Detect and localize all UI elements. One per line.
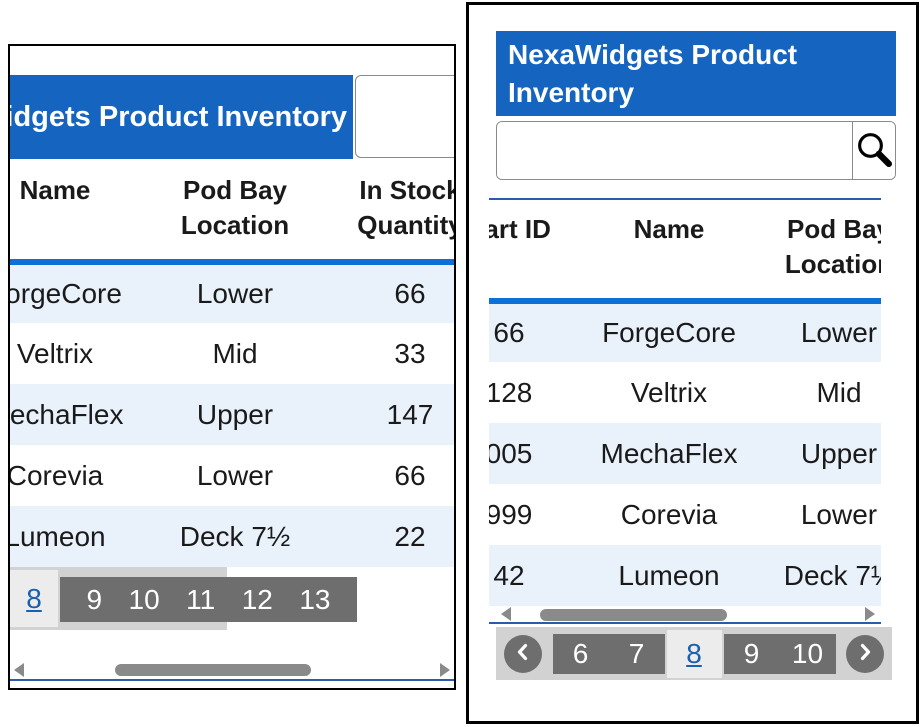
scrollbar-thumb[interactable] bbox=[115, 664, 311, 676]
pagination-page-group: 9 10 bbox=[723, 633, 836, 674]
widget-title-text: NexaWidgets Product Inventory bbox=[508, 39, 798, 108]
widget-title-text: NexaWidgets Product Inventory bbox=[10, 100, 347, 133]
pagination: 6 7 8 9 10 bbox=[496, 627, 892, 680]
search-bar bbox=[496, 121, 896, 180]
cell-name: Veltrix bbox=[16, 337, 94, 369]
cell-pod-bay: Mid bbox=[816, 376, 862, 408]
cell-name: Corevia bbox=[620, 498, 718, 530]
pagination-page[interactable]: 7 bbox=[628, 637, 645, 669]
cell-pod-bay: Upper bbox=[145, 384, 325, 445]
search-button[interactable] bbox=[852, 122, 895, 179]
column-header-part-id: Part ID bbox=[489, 200, 594, 304]
cell-pod-bay: Upper bbox=[744, 423, 881, 484]
cell-part-id: 999 bbox=[489, 498, 533, 530]
header-row: Part ID Name Pod Bay Location In Stock Q… bbox=[489, 200, 881, 304]
scrollbar-thumb[interactable] bbox=[540, 609, 727, 621]
cell-part-id: 005 bbox=[489, 423, 594, 484]
cell-pod-bay: Deck 7½ bbox=[744, 545, 881, 606]
pagination-page[interactable]: 10 bbox=[128, 583, 160, 615]
inventory-table: Part ID Name Pod Bay Location In Stock Q… bbox=[8, 161, 454, 567]
cell-name: ForgeCore bbox=[10, 262, 145, 323]
column-header-qty: In Stock Quantity bbox=[325, 161, 454, 265]
pagination-next-button[interactable] bbox=[846, 634, 884, 673]
search-input[interactable] bbox=[497, 122, 852, 179]
cell-qty: 22 bbox=[325, 506, 454, 567]
column-header-name: Name bbox=[10, 161, 145, 265]
cell-qty: 66 bbox=[394, 459, 426, 491]
pagination-pages: 6 7 8 9 10 bbox=[552, 629, 836, 678]
column-header-pod-bay: Pod Bay Location bbox=[744, 200, 881, 304]
pagination-page[interactable]: 11 bbox=[186, 583, 216, 615]
table-row: 999 Corevia Lower 66 bbox=[489, 484, 881, 545]
cell-qty: 147 bbox=[325, 384, 454, 445]
pagination: 8 9 10 11 12 13 bbox=[10, 567, 454, 631]
cell-name: Corevia bbox=[8, 459, 104, 491]
table-row: 128 Veltrix Mid 33 bbox=[10, 323, 454, 384]
cell-name: Lumeon bbox=[594, 545, 744, 606]
scroll-right-arrow-icon[interactable] bbox=[440, 663, 450, 677]
spacer bbox=[469, 5, 916, 31]
cell-pod-bay: Lower bbox=[744, 301, 881, 362]
cell-pod-bay: Lower bbox=[196, 459, 274, 491]
table-row: 42 Lumeon Deck 7½ 22 bbox=[10, 506, 454, 567]
column-header-pod-bay: Pod Bay Location bbox=[145, 161, 325, 265]
inventory-table: Part ID Name Pod Bay Location In Stock Q… bbox=[489, 200, 881, 606]
cell-name: MechaFlex bbox=[594, 423, 744, 484]
cell-part-id: 42 bbox=[489, 545, 594, 606]
table-row: 66 ForgeCore Lower 66 bbox=[489, 301, 881, 362]
cell-pod-bay: Lower bbox=[800, 498, 878, 530]
table-row: 128 Veltrix Mid 33 bbox=[489, 362, 881, 423]
pagination-page[interactable]: 13 bbox=[299, 583, 331, 615]
header-row: Part ID Name Pod Bay Location In Stock Q… bbox=[10, 161, 454, 265]
cell-part-id: 66 bbox=[489, 301, 594, 362]
pagination-page[interactable]: 10 bbox=[791, 637, 824, 669]
table-row: 005 MechaFlex Upper 147 bbox=[10, 384, 454, 445]
widget-title: NexaWidgets Product Inventory bbox=[496, 31, 896, 116]
pagination-page-current[interactable]: 8 bbox=[10, 570, 58, 627]
horizontal-scrollbar bbox=[10, 661, 454, 679]
table-scroll-area: Part ID Name Pod Bay Location In Stock Q… bbox=[10, 161, 454, 681]
widget-header: NexaWidgets Product Inventory bbox=[10, 75, 454, 159]
scroll-left-arrow-icon[interactable] bbox=[501, 607, 511, 621]
cell-part-id: 128 bbox=[489, 376, 533, 408]
spacer bbox=[10, 46, 454, 75]
pagination-page[interactable]: 9 bbox=[743, 637, 760, 669]
cell-qty: 66 bbox=[325, 262, 454, 323]
search-icon bbox=[853, 128, 895, 173]
pagination-page[interactable]: 12 bbox=[241, 583, 273, 615]
cell-name: Lumeon bbox=[10, 506, 145, 567]
widget-title: NexaWidgets Product Inventory bbox=[10, 75, 353, 159]
chevron-right-icon bbox=[853, 640, 877, 667]
pagination-prev-button[interactable] bbox=[504, 634, 542, 673]
pagination-page[interactable]: 9 bbox=[86, 583, 103, 615]
table-row: 999 Corevia Lower 66 bbox=[8, 445, 454, 506]
cell-qty: 33 bbox=[394, 337, 426, 369]
cell-name: MechaFlex bbox=[10, 384, 145, 445]
table-row: 42 Lumeon Deck 7½ 22 bbox=[489, 545, 881, 606]
table-row: 66 ForgeCore Lower 66 bbox=[10, 262, 454, 323]
search-input[interactable] bbox=[355, 75, 454, 158]
pagination-pages: 9 10 11 12 13 bbox=[60, 577, 357, 622]
cell-pod-bay: Mid bbox=[212, 337, 258, 369]
table-row: 005 MechaFlex Upper 147 bbox=[489, 423, 881, 484]
cell-name: ForgeCore bbox=[594, 301, 744, 362]
pagination-page-current[interactable]: 8 bbox=[666, 629, 722, 678]
cell-pod-bay: Lower bbox=[145, 262, 325, 323]
pagination-page[interactable]: 6 bbox=[572, 637, 589, 669]
scroll-left-arrow-icon[interactable] bbox=[14, 663, 24, 677]
chevron-left-icon bbox=[511, 640, 535, 667]
widget-bottom-border bbox=[10, 679, 454, 681]
cell-name: Veltrix bbox=[630, 376, 708, 408]
table-scroll-area: Part ID Name Pod Bay Location In Stock Q… bbox=[489, 198, 881, 624]
cell-pod-bay: Deck 7½ bbox=[145, 506, 325, 567]
horizontal-scrollbar bbox=[489, 606, 881, 622]
inventory-widget-left: NexaWidgets Product Inventory Part ID Na… bbox=[8, 44, 456, 690]
column-header-name: Name bbox=[594, 200, 744, 304]
pagination-page-group: 6 7 bbox=[552, 633, 665, 674]
inventory-widget-right: NexaWidgets Product Inventory Part ID Na… bbox=[466, 2, 919, 724]
scroll-right-arrow-icon[interactable] bbox=[865, 607, 875, 621]
